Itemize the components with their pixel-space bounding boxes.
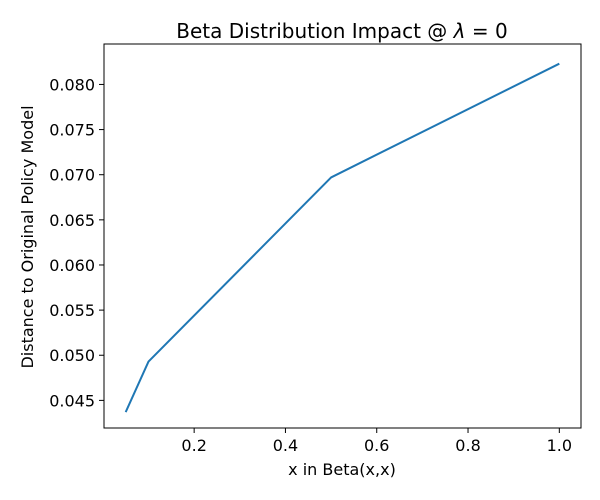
y-tick-label: 0.080 xyxy=(49,75,95,94)
series-line xyxy=(124,62,560,413)
chart-title: Beta Distribution Impact @ λ = 0 xyxy=(176,19,507,43)
y-tick-label: 0.045 xyxy=(49,391,95,410)
y-tick-label: 0.055 xyxy=(49,301,95,320)
x-tick-label: 0.2 xyxy=(181,436,206,455)
x-axis: 0.2 0.4 0.6 0.8 1.0 xyxy=(181,428,572,455)
x-tick-label: 0.8 xyxy=(455,436,480,455)
x-tick-label: 0.6 xyxy=(364,436,389,455)
x-axis-label: x in Beta(x,x) xyxy=(288,460,396,479)
y-tick-label: 0.075 xyxy=(49,121,95,140)
axes-frame xyxy=(103,43,582,429)
y-axis: 0.045 0.050 0.055 0.060 0.065 0.070 0.075 0.080 xyxy=(49,75,104,410)
y-tick-label: 0.060 xyxy=(49,256,95,275)
y-tick-label: 0.050 xyxy=(49,346,95,365)
series-layer xyxy=(124,62,560,413)
plot-area: 0.2 0.4 0.6 0.8 1.0 0.045 0.050 0.055 0.060 0.06… xyxy=(49,43,582,455)
y-axis-label: Distance to Original Policy Model xyxy=(18,105,37,368)
x-tick-label: 1.0 xyxy=(547,436,572,455)
y-tick-label: 0.065 xyxy=(49,211,95,230)
x-tick-label: 0.4 xyxy=(273,436,298,455)
y-tick-label: 0.070 xyxy=(49,166,95,185)
